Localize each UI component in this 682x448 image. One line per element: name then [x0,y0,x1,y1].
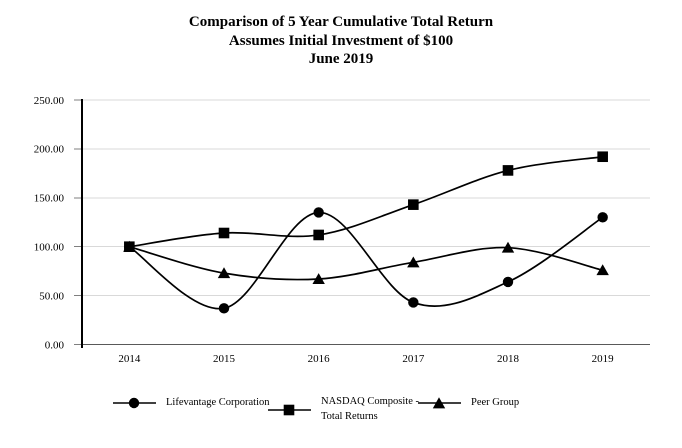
marker-square-2019 [597,151,608,163]
marker-square-2015 [218,227,230,239]
legend-label-nasdaq-line2: Total Returns [321,410,378,422]
chart-title-line2: Assumes Initial Investment of $100 [228,32,454,49]
marker-triangle-2015 [217,267,231,279]
legend-label-peer-group: Peer Group [471,396,519,411]
marker-triangle-2016 [312,273,325,284]
series-line-triangle [129,245,603,281]
marker-triangle-2019 [596,264,609,276]
marker-square-2018 [502,165,514,176]
y-axis-label: 250.00 [34,95,65,107]
legend-item-nasdaq: NASDAQ Composite - Total Returns [267,395,419,424]
chart-title-line3: June 2019 [308,51,374,67]
x-axis-label: 2016 [308,353,331,365]
marker-circle-2018 [502,276,514,288]
x-axis-label: 2018 [497,353,520,365]
marker-circle-2019 [597,212,608,223]
marker-square-2014 [124,241,135,252]
marker-triangle-2017 [407,256,420,268]
chart-title: Comparison of 5 Year Cumulative Total Re… [0,13,682,69]
legend-item-peer-group: Peer Group [417,395,519,411]
legend-label-nasdaq-line1: NASDAQ Composite - [321,396,420,407]
y-axis-label: 150.00 [34,193,65,205]
legend-label-lifevantage-text: Lifevantage Corporation [166,396,270,408]
marker-square-2016 [313,229,324,241]
legend-label-peer-group-text: Peer Group [471,396,520,408]
chart-title-line1: Comparison of 5 Year Cumulative Total Re… [188,14,494,30]
legend-triangle-icon [418,397,461,409]
legend-circle-icon [113,397,156,409]
legend-item-lifevantage: Lifevantage Corporation [112,395,270,411]
marker-circle-2015 [218,303,230,314]
y-axis-label: 50.00 [39,290,64,302]
series-line-square [129,155,603,248]
marker-circle-2016 [313,207,324,218]
x-axis-label: 2019 [592,353,615,365]
marker-triangle-2018 [501,241,515,253]
y-axis-label: 0.00 [45,339,65,351]
marker-circle-2017 [408,297,419,308]
legend-label-nasdaq: NASDAQ Composite - Total Returns [321,395,419,424]
legend-square-icon [268,404,311,415]
y-axis-label: 200.00 [34,144,65,156]
x-axis-label: 2014 [118,353,141,365]
x-axis-label: 2017 [402,353,425,365]
y-axis-label: 100.00 [34,242,65,254]
series-line-circle [128,211,604,310]
x-axis-label: 2015 [213,353,236,365]
legend-label-lifevantage: Lifevantage Corporation [166,396,270,411]
marker-square-2017 [408,199,419,210]
